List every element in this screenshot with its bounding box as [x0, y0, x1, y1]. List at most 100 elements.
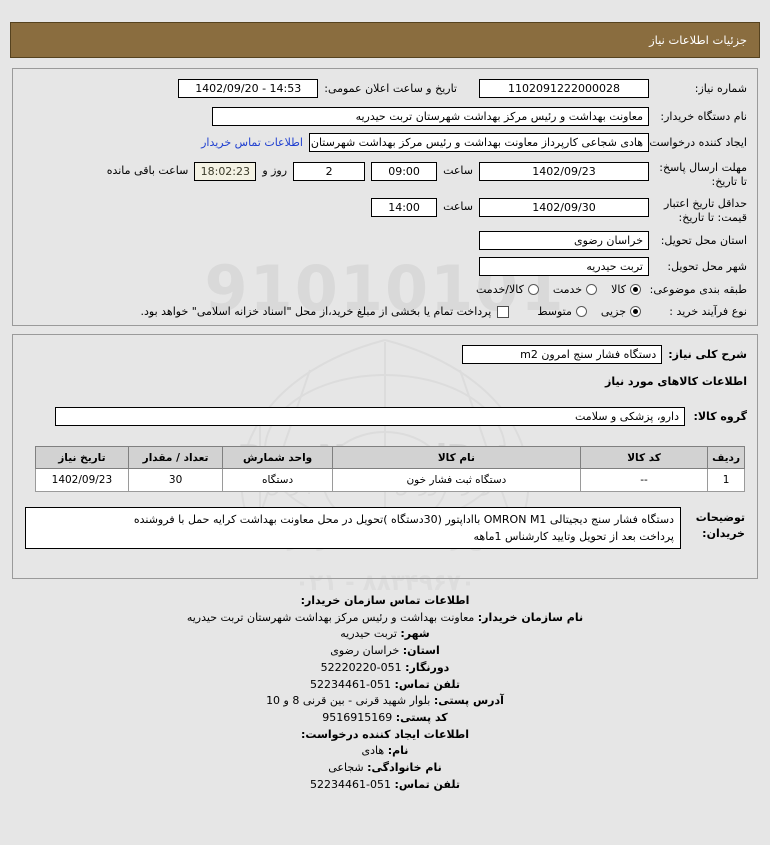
goods-group-label: گروه کالا:	[693, 409, 747, 423]
public-announce-row: تاریخ و ساعت اعلان عمومی: 1402/09/20 - 1…	[178, 79, 457, 98]
contact-province-line: استان: خراسان رضوی	[12, 643, 758, 660]
classification-option-kala-khedmat[interactable]: کالا/خدمت	[476, 283, 539, 296]
contact-org-name-label: نام سازمان خریدار:	[477, 610, 584, 624]
contact-address-line: آدرس پستی: بلوار شهید قرنی - بین قرنی 8 …	[12, 693, 758, 710]
classification-row: طبقه بندی موضوعی: کالا خدمت کالا/خدمت	[476, 283, 747, 297]
radio-motevaset[interactable]	[575, 306, 587, 318]
cell-qty: 30	[127, 468, 224, 492]
requester-last-name-line: نام خانوادگی: شجاعی	[12, 760, 758, 777]
process-option-motevaset-label: متوسط	[537, 305, 572, 319]
buyer-notes-row: توضیحات خریدان: دستگاه فشار سنج دیجیتالی…	[25, 507, 745, 550]
delivery-city-row: شهر محل تحویل: تربت حیدریه	[479, 257, 747, 276]
need-number-label: شماره نیاز:	[694, 81, 747, 95]
th-qty: تعداد / مقدار	[127, 446, 224, 469]
delivery-province-value: خراسان رضوی	[479, 231, 649, 250]
requester-phone-label: تلفن تماس:	[394, 777, 460, 791]
delivery-city-value: تربت حیدریه	[479, 257, 649, 276]
buyer-notes-label: توضیحات خریدان:	[689, 507, 745, 542]
buyer-notes-line-2: پرداخت بعد از تحویل وتایید کارشناس 1ماهه	[473, 530, 674, 544]
contact-fax-label: دورنگار:	[405, 660, 450, 674]
deadline-time-value: 09:00	[371, 162, 438, 181]
requirement-panel: شرح کلی نیاز: دستگاه فشار سنج امرون m2 ا…	[12, 334, 758, 579]
classification-option-khedmat-label: خدمت	[552, 283, 583, 297]
need-number-value: 1102091222000028	[479, 79, 649, 98]
radio-khedmat[interactable]	[586, 284, 598, 296]
need-summary-row: شرح کلی نیاز: دستگاه فشار سنج امرون m2	[462, 345, 747, 364]
price-validity-label: حداقل تاریخ اعتبار قیمت: تا تاریخ:	[663, 197, 747, 224]
contact-phone-label: تلفن تماس:	[394, 677, 460, 691]
need-number-row: شماره نیاز: 1102091222000028	[479, 79, 747, 98]
remaining-hours-label: ساعت باقی مانده	[106, 164, 189, 177]
contact-address-label: آدرس پستی:	[433, 694, 504, 708]
contact-province-value: خراسان رضوی	[330, 644, 400, 658]
remaining-days-label: روز و	[262, 164, 288, 177]
public-announce-label: تاریخ و ساعت اعلان عمومی:	[324, 81, 457, 95]
price-validity-hour-label: ساعت	[443, 200, 473, 213]
classification-option-khedmat[interactable]: خدمت	[552, 283, 598, 297]
radio-jozei[interactable]	[630, 306, 641, 318]
contact-org-name-line: نام سازمان خریدار: معاونت بهداشت و رئیس …	[12, 610, 758, 627]
classification-label: طبقه بندی موضوعی:	[649, 283, 747, 296]
th-unit: واحد شمارش	[222, 446, 333, 469]
process-option-motevaset[interactable]: متوسط	[537, 305, 587, 318]
public-announce-value: 1402/09/20 - 14:53	[178, 79, 319, 98]
contact-org-heading: اطلاعات تماس سازمان خریدار:	[300, 594, 470, 607]
buyer-notes-line-1: دستگاه فشار سنج دیجیتالی OMRON M1 بااداپ…	[133, 513, 674, 526]
page-title-bar: جزئیات اطلاعات نیاز	[10, 22, 760, 58]
process-option-jozei[interactable]: جزیی	[601, 305, 641, 318]
requester-last-name-value: شجاعی	[328, 761, 364, 775]
table-header-row: ردیف کد کالا نام کالا واحد شمارش تعداد /…	[35, 446, 745, 469]
contact-fax-line: دورنگار: 52220220-051	[12, 660, 758, 677]
goods-info-heading: اطلاعات کالاهای مورد نیاز	[605, 375, 747, 388]
treasury-text: پرداخت تمام یا بخشی از مبلغ خرید،از محل …	[140, 305, 492, 319]
requester-label: ایجاد کننده درخواست:	[645, 135, 747, 149]
contact-address-value: بلوار شهید قرنی - بین قرنی 8 و 10	[266, 694, 431, 708]
page-title: جزئیات اطلاعات نیاز	[649, 33, 747, 47]
contact-postal-value: 9516915169	[322, 711, 393, 725]
contact-postal-label: کد پستی:	[395, 711, 448, 725]
delivery-province-row: استان محل تحویل: خراسان رضوی	[479, 231, 747, 250]
buyer-contact-link[interactable]: اطلاعات تماس خریدار	[201, 136, 303, 149]
remaining-days-value: 2	[293, 162, 366, 181]
deadline-label: مهلت ارسال پاسخ: تا تاریخ:	[659, 161, 747, 188]
th-name: نام کالا	[331, 446, 581, 469]
deadline-hour-label: ساعت	[443, 164, 473, 177]
treasury-option[interactable]: پرداخت تمام یا بخشی از مبلغ خرید،از محل …	[141, 305, 510, 318]
contact-fax-value: 52220220-051	[320, 660, 402, 674]
cell-name: دستگاه ثبت فشار خون	[331, 468, 581, 492]
table-row: 1 -- دستگاه ثبت فشار خون دستگاه 30 1402/…	[35, 468, 745, 492]
buyer-notes-label-line1: توضیحات	[695, 511, 745, 524]
contact-phone-line: تلفن تماس: 52234461-051	[12, 677, 758, 694]
requester-phone-value: 52234461-051	[310, 777, 391, 791]
process-type-row: نوع فرآیند خرید : جزیی متوسط پرداخت تمام…	[141, 305, 747, 319]
countdown-timer: 18:02:23	[194, 162, 257, 181]
classification-option-kala-label: کالا	[611, 283, 626, 297]
radio-kala-khedmat[interactable]	[527, 284, 539, 296]
buyer-notes-label-line2: خریدان:	[702, 526, 745, 540]
price-validity-date: 1402/09/30	[479, 198, 649, 217]
requester-value: هادی شجاعی کارپرداز معاونت بهداشت و رئیس…	[309, 133, 649, 152]
goods-info-heading-row: اطلاعات کالاهای مورد نیاز	[605, 375, 747, 389]
treasury-checkbox[interactable]	[497, 305, 510, 318]
price-validity-time: 14:00	[371, 198, 438, 217]
th-code: کد کالا	[579, 446, 709, 469]
price-validity-row: حداقل تاریخ اعتبار قیمت: تا تاریخ: 1402/…	[371, 197, 747, 225]
buyer-notes-box: دستگاه فشار سنج دیجیتالی OMRON M1 بااداپ…	[25, 507, 681, 550]
items-table: ردیف کد کالا نام کالا واحد شمارش تعداد /…	[35, 446, 745, 492]
delivery-province-label: استان محل تحویل:	[660, 233, 747, 247]
cell-unit: دستگاه	[222, 468, 333, 492]
contact-city-line: شهر: تربت حیدریه	[12, 626, 758, 643]
radio-kala[interactable]	[630, 284, 641, 296]
requester-last-name-label: نام خانوادگی:	[367, 761, 442, 775]
cell-radif: 1	[707, 468, 745, 492]
contact-province-label: استان:	[402, 644, 440, 658]
classification-option-kala-khedmat-label: کالا/خدمت	[476, 283, 524, 297]
contact-city-label: شهر:	[400, 627, 430, 641]
need-info-panel: شماره نیاز: 1102091222000028 تاریخ و ساع…	[12, 68, 758, 326]
contact-city-value: تربت حیدریه	[340, 627, 397, 641]
th-date: تاریخ نیاز	[35, 446, 129, 469]
classification-option-kala[interactable]: کالا	[611, 283, 641, 296]
goods-group-value: دارو، پزشکی و سلامت	[55, 407, 685, 426]
process-type-label: نوع فرآیند خرید :	[669, 305, 747, 318]
